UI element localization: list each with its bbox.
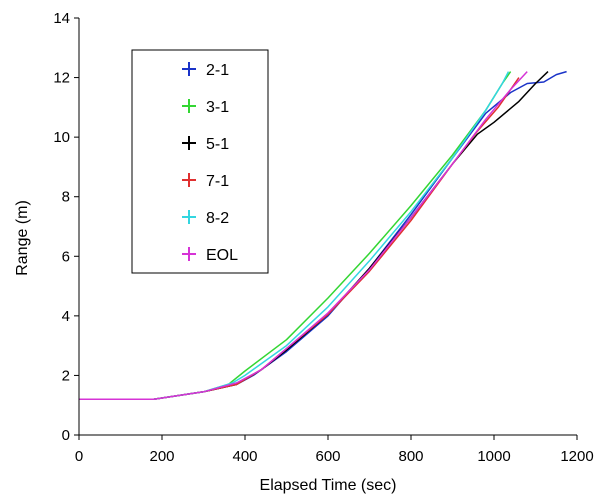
y-tick-label: 2 xyxy=(62,367,70,384)
legend-label: 8-2 xyxy=(206,210,229,227)
legend-label: 7-1 xyxy=(206,173,229,190)
y-tick-label: 4 xyxy=(62,308,70,325)
legend-box xyxy=(132,50,268,273)
x-tick-label: 800 xyxy=(398,448,423,465)
y-tick-labels: 0 2 4 6 8 10 12 14 xyxy=(53,10,70,444)
x-tick-label: 0 xyxy=(75,448,83,465)
x-tick-labels: 0 200 400 600 800 1000 1200 xyxy=(75,448,594,465)
x-tick-label: 400 xyxy=(232,448,257,465)
y-tick-label: 10 xyxy=(53,129,70,146)
y-tick-label: 6 xyxy=(62,248,70,265)
y-tick-label: 8 xyxy=(62,189,70,206)
x-tick-label: 200 xyxy=(149,448,174,465)
x-tick-label: 1200 xyxy=(560,448,593,465)
legend-label: 3-1 xyxy=(206,99,229,116)
y-tick-label: 14 xyxy=(53,10,70,27)
x-axis-label: Elapsed Time (sec) xyxy=(260,477,397,494)
x-tick-label: 1000 xyxy=(477,448,510,465)
x-tick-label: 600 xyxy=(315,448,340,465)
legend-label: EOL xyxy=(206,247,238,264)
legend: 2-1 3-1 5-1 7-1 8-2 EOL xyxy=(132,50,268,273)
y-tick-label: 0 xyxy=(62,427,70,444)
y-axis-label: Range (m) xyxy=(14,200,31,276)
legend-label: 5-1 xyxy=(206,136,229,153)
y-tick-label: 12 xyxy=(53,70,70,87)
legend-label: 2-1 xyxy=(206,62,229,79)
